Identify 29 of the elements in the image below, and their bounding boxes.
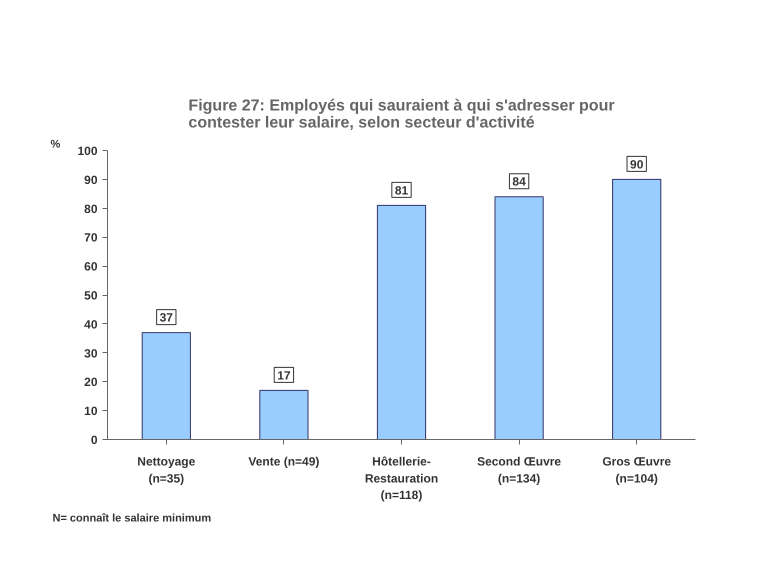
y-tick-label: 50 [84, 288, 98, 302]
bar [259, 390, 309, 440]
bar [376, 204, 426, 440]
bar [142, 332, 191, 440]
data-label: 90 [630, 157, 644, 172]
data-label: 84 [512, 174, 526, 189]
x-tick-label: Nettoyage (n=35) [137, 454, 196, 486]
y-tick-label: 70 [84, 230, 98, 245]
y-tick-label: 60 [84, 260, 98, 274]
y-tick-label: 80 [84, 202, 98, 216]
y-tick-label: 0 [90, 433, 98, 447]
data-label: 17 [277, 368, 291, 382]
x-tick-label: Hôtellerie- Restauration (n=118) [364, 454, 438, 502]
x-tick-label: Vente (n=49) [248, 454, 320, 468]
x-tick-label: Second Œuvre (n=134) [477, 454, 562, 486]
x-tick-label: Gros Œuvre (n=104) [602, 454, 672, 486]
y-tick-label: 30 [84, 346, 98, 360]
chart-title: Figure 27: Employés qui sauraient à qui s'adresser pour contester leur salaire, selon secteur d'activité [188, 98, 615, 132]
data-label: 37 [160, 310, 174, 325]
y-axis-title: % [50, 138, 60, 150]
bar [494, 196, 544, 440]
y-tick-label: 40 [84, 317, 98, 332]
y-tick-label: 100 [77, 144, 98, 158]
bar [612, 178, 662, 440]
text: N= connaît le salaire minimum [52, 512, 212, 524]
data-label: 81 [394, 183, 408, 198]
y-tick-label: 90 [84, 172, 98, 187]
y-tick-label: 20 [84, 375, 98, 390]
y-tick-label: 10 [84, 404, 98, 418]
